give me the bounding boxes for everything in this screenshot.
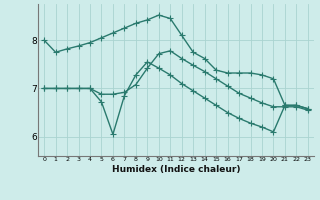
- X-axis label: Humidex (Indice chaleur): Humidex (Indice chaleur): [112, 165, 240, 174]
